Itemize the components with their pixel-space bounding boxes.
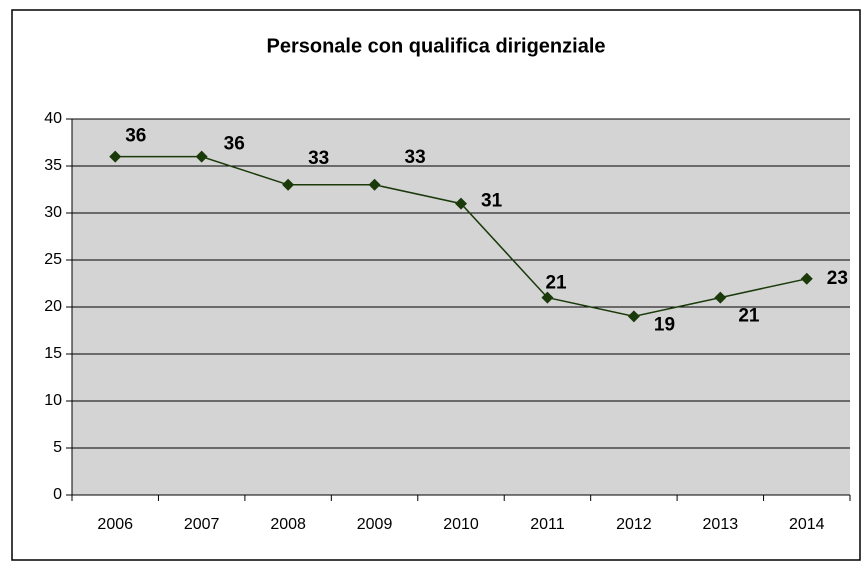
- data-point: [109, 150, 122, 163]
- data-label: 21: [545, 273, 567, 294]
- data-label: 36: [224, 134, 245, 155]
- y-tick-label: 30: [44, 204, 62, 221]
- data-point: [195, 150, 208, 163]
- data-label: 31: [481, 191, 503, 212]
- y-tick-label: 40: [44, 110, 62, 127]
- y-tick-label: 5: [53, 439, 62, 456]
- x-tick-label: 2012: [616, 516, 652, 533]
- x-tick-label: 2007: [184, 516, 220, 533]
- y-tick-label: 25: [44, 251, 62, 268]
- data-label: 33: [308, 148, 329, 169]
- x-tick-label: 2010: [443, 516, 479, 533]
- data-label: 33: [405, 147, 426, 168]
- x-tick-label: 2013: [703, 516, 739, 533]
- data-point: [368, 178, 381, 191]
- data-label: 36: [125, 126, 146, 147]
- data-label: 21: [738, 306, 760, 327]
- chart-title: Personale con qualifica dirigenziale: [267, 35, 606, 57]
- data-point: [714, 291, 727, 304]
- data-point: [282, 178, 295, 191]
- data-point: [455, 197, 467, 210]
- data-point: [800, 272, 813, 285]
- x-tick-label: 2011: [530, 516, 565, 533]
- data-point: [541, 291, 554, 304]
- x-tick-label: 2009: [357, 516, 393, 533]
- data-label: 23: [827, 268, 848, 289]
- x-tick-label: 2008: [270, 516, 306, 533]
- x-tick-label: 2014: [789, 516, 825, 533]
- y-tick-label: 0: [53, 486, 62, 503]
- x-tick-label: 2006: [97, 516, 133, 533]
- y-tick-label: 35: [44, 157, 62, 174]
- y-tick-label: 20: [44, 298, 62, 315]
- y-tick-label: 15: [44, 345, 62, 362]
- y-tick-label: 10: [44, 392, 62, 409]
- data-label: 19: [654, 314, 675, 335]
- data-point: [627, 310, 640, 323]
